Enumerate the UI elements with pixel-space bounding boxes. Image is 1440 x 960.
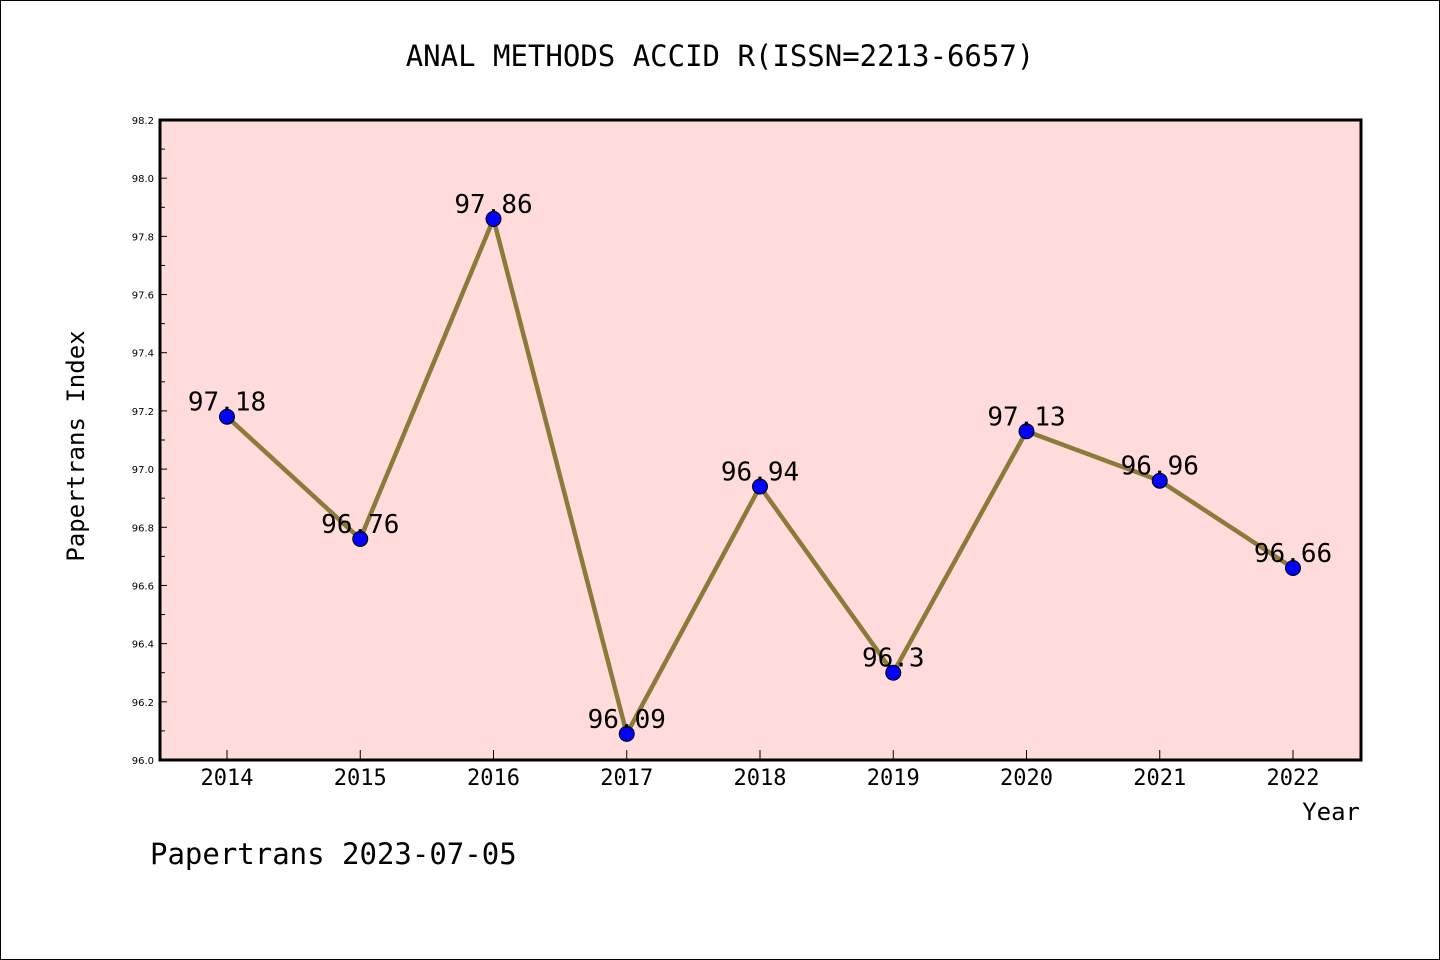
x-tick-label: 2021 (1133, 766, 1186, 791)
y-tick-label: 96.8 (132, 523, 154, 534)
data-point-2016 (485, 210, 502, 227)
x-tick-label: 2020 (1000, 766, 1053, 791)
data-label-2019: 96.3 (862, 644, 925, 674)
data-label-2021: 96.96 (1121, 452, 1199, 482)
y-axis-label: Papertrans Index (62, 330, 90, 561)
data-label-2022: 96.66 (1254, 539, 1332, 569)
series-markers (219, 210, 1301, 742)
data-label-2018: 96.94 (721, 458, 799, 488)
x-tick-label: 2018 (734, 766, 787, 791)
y-tick-label: 97.0 (132, 465, 154, 476)
y-tick-label: 97.2 (132, 407, 154, 418)
footer-stamp: Papertrans 2023-07-05 (150, 837, 517, 871)
x-tick-label: 2017 (600, 766, 653, 791)
data-label-2017: 96.09 (588, 705, 666, 735)
y-tick-label: 97.4 (132, 349, 154, 360)
data-point-2019 (885, 664, 902, 681)
data-point-2022 (1285, 560, 1301, 576)
x-tick-label: 2015 (334, 766, 387, 791)
y-tick-label: 96.2 (132, 698, 154, 709)
chart-title: ANAL METHODS ACCID R(ISSN=2213-6657) (406, 39, 1035, 73)
data-point-2021 (1151, 472, 1168, 489)
data-point-2018 (752, 478, 768, 495)
x-axis-label: Year (1302, 798, 1360, 826)
plot-frame (158, 118, 1363, 762)
y-tick-label: 97.6 (132, 291, 154, 302)
data-label-2020: 97.13 (987, 402, 1065, 432)
data-labels: 97.18 96.76 97.86 96.09 96.94 96.3 97.13 96.96 9… (188, 190, 1332, 735)
x-tick-label: 2014 (201, 766, 254, 791)
data-label-2014: 97.18 (188, 388, 266, 418)
y-tick-label: 98.0 (132, 174, 154, 185)
plot-area (160, 120, 1361, 760)
data-point-2014 (219, 408, 235, 425)
y-tick-label: 96.4 (132, 640, 154, 651)
data-label-2016: 97.86 (454, 190, 532, 220)
data-point-2017 (618, 725, 635, 742)
y-tick-label: 98.2 (132, 116, 154, 127)
y-tick-label: 96.0 (132, 756, 154, 767)
data-point-2015 (352, 530, 369, 547)
y-tick-label: 96.6 (132, 581, 154, 592)
x-tick-label: 2019 (867, 766, 920, 791)
data-label-2015: 96.76 (321, 510, 399, 540)
y-tick-label: 97.8 (132, 232, 154, 243)
y-axis-ticks: 96.0 96.2 96.4 96.6 96.8 97.0 97.2 97.4 97.6 97.8… (132, 116, 167, 767)
x-axis-ticks: 2014 2015 2016 2017 2018 2019 2020 2021 2022 (201, 750, 1320, 791)
x-tick-label: 2016 (467, 766, 520, 791)
data-point-2020 (1018, 423, 1035, 440)
x-tick-label: 2022 (1267, 766, 1320, 791)
